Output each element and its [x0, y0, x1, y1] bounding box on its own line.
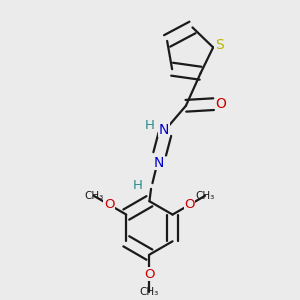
- Text: CH₃: CH₃: [195, 191, 214, 201]
- Text: N: N: [154, 156, 164, 170]
- Text: CH₃: CH₃: [140, 287, 159, 297]
- Text: N: N: [159, 123, 169, 136]
- Text: O: O: [104, 198, 115, 211]
- Text: CH₃: CH₃: [84, 191, 104, 201]
- Text: S: S: [214, 38, 224, 52]
- Text: O: O: [144, 268, 155, 281]
- Text: O: O: [215, 97, 226, 111]
- Text: H: H: [145, 119, 154, 133]
- Text: H: H: [132, 179, 142, 192]
- Text: O: O: [184, 198, 195, 211]
